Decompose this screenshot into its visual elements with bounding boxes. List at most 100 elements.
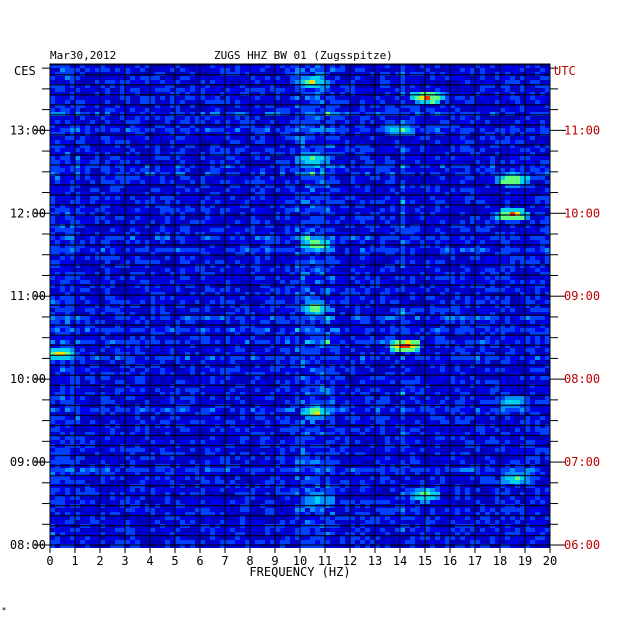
spectrogram-cell [380,68,385,72]
spectrogram-cell [485,72,490,76]
spectrogram-cell [515,200,520,204]
spectrogram-cell [170,176,175,180]
spectrogram-cell [260,116,265,120]
spectrogram-cell [50,68,55,72]
spectrogram-cell [500,80,505,84]
spectrogram-cell [115,216,120,220]
spectrogram-cell [275,120,280,124]
spectrogram-cell [65,136,70,140]
spectrogram-cell [225,80,230,84]
spectrogram-cell [75,120,80,124]
spectrogram-cell [500,132,505,136]
spectrogram-cell [120,144,125,148]
spectrogram-cell [435,200,440,204]
spectrogram-cell [375,212,380,216]
spectrogram-cell [265,232,270,236]
spectrogram-cell [170,124,175,128]
spectrogram-cell [235,132,240,136]
spectrogram-cell [80,124,85,128]
spectrogram-cell [325,136,330,140]
spectrogram-cell [100,136,105,140]
spectrogram-cell [150,228,155,232]
spectrogram-cell [200,184,205,188]
spectrogram-cell [260,224,265,228]
spectrogram-cell [190,160,195,164]
spectrogram-cell [375,256,380,260]
spectrogram-cell [300,260,305,264]
spectrogram-cell [410,72,415,76]
spectrogram-cell [105,260,110,264]
spectrogram-cell [260,188,265,192]
spectrogram-cell [180,184,185,188]
spectrogram-cell [90,144,95,148]
spectrogram-cell [140,232,145,236]
spectrogram-cell [260,176,265,180]
spectrogram-cell [450,248,455,252]
spectrogram-cell [225,212,230,216]
spectrogram-cell [85,200,90,204]
spectrogram-cell [250,112,255,116]
spectrogram-cell [400,168,405,172]
spectrogram-cell [430,128,435,132]
spectrogram-cell [100,152,105,156]
spectrogram-cell [255,208,260,212]
spectrogram-cell [185,240,190,244]
spectrogram-cell [185,204,190,208]
spectrogram-cell [465,128,470,132]
spectrogram-cell [335,168,340,172]
spectrogram-cell [520,196,525,200]
spectrogram-cell [350,112,355,116]
spectrogram-cell [210,84,215,88]
spectrogram-cell [260,180,265,184]
spectrogram-cell [415,100,420,104]
spectrogram-cell [460,180,465,184]
spectrogram-cell [325,184,330,188]
spectrogram-cell [130,108,135,112]
spectrogram-cell [205,148,210,152]
spectrogram-cell [435,132,440,136]
spectrogram-cell [75,208,80,212]
spectrogram-cell [525,148,530,152]
spectrogram-cell [310,240,315,244]
spectrogram-cell [360,228,365,232]
spectrogram-cell [545,168,550,172]
spectrogram-cell [60,200,65,204]
spectrogram-cell [280,76,285,80]
spectrogram-cell [120,160,125,164]
spectrogram-cell [80,68,85,72]
spectrogram-cell [360,224,365,228]
spectrogram-cell [255,256,260,260]
spectrogram-cell [275,148,280,152]
spectrogram-cell [135,228,140,232]
spectrogram-cell [165,152,170,156]
spectrogram-cell [435,104,440,108]
spectrogram-cell [195,100,200,104]
spectrogram-cell [300,92,305,96]
spectrogram-cell [355,208,360,212]
spectrogram-cell [435,220,440,224]
spectrogram-cell [245,260,250,264]
spectrogram-cell [435,148,440,152]
spectrogram-cell [365,144,370,148]
spectrogram-cell [90,140,95,144]
spectrogram-cell [130,224,135,228]
spectrogram-cell [95,136,100,140]
spectrogram-cell [265,188,270,192]
spectrogram-cell [285,256,290,260]
spectrogram-cell [125,232,130,236]
spectrogram-cell [350,124,355,128]
spectrogram-cell [255,76,260,80]
spectrogram-cell [420,192,425,196]
spectrogram-cell [95,224,100,228]
spectrogram-cell [515,136,520,140]
spectrogram-cell [365,116,370,120]
spectrogram-cell [450,232,455,236]
spectrogram-cell [325,124,330,128]
spectrogram-cell [135,232,140,236]
spectrogram-cell [530,252,535,256]
spectrogram-cell [60,220,65,224]
spectrogram-cell [300,188,305,192]
spectrogram-cell [205,228,210,232]
spectrogram-cell [305,232,310,236]
spectrogram-cell [390,236,395,240]
